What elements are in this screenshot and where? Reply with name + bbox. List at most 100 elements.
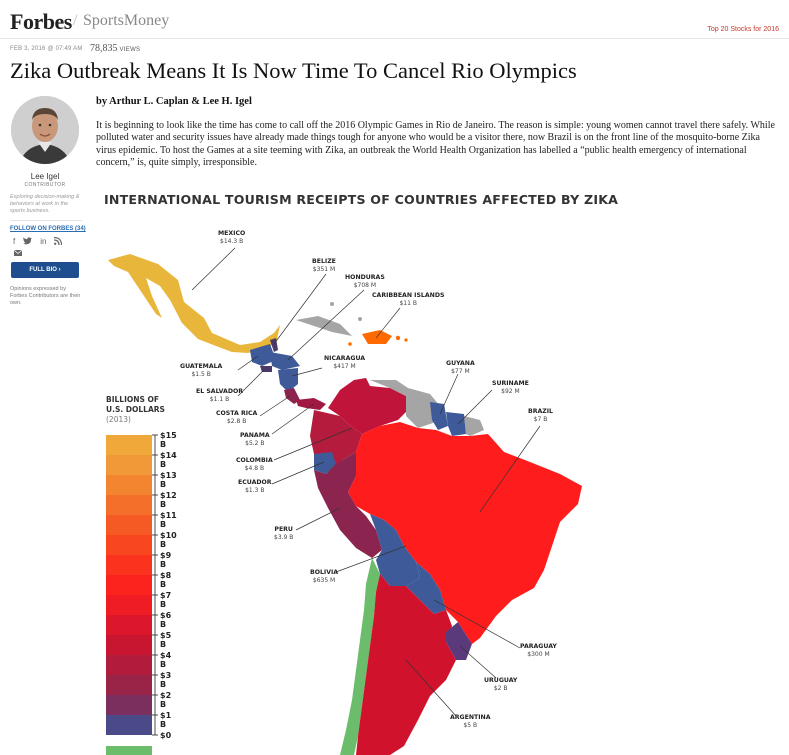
label-paraguay: PARAGUAY $300 M: [520, 643, 557, 658]
legend-seg-8: [106, 575, 152, 595]
leader-panama: [271, 403, 315, 435]
label-name: CARIBBEAN ISLANDS: [372, 292, 445, 299]
map-small-island-2: [358, 317, 362, 321]
map-ecuador: [314, 452, 336, 474]
legend-seg-6: [106, 615, 152, 635]
legend-tick: $3 B: [160, 671, 172, 689]
leader-bolivia: [335, 545, 407, 573]
leader-argentina: [405, 659, 457, 717]
twitter-icon[interactable]: [23, 237, 33, 247]
label-costa-rica: COSTA RICA $2.8 B: [216, 410, 257, 425]
label-caribbean: CARIBBEAN ISLANDS $11 B: [372, 292, 444, 307]
article-body: It is beginning to look like the time ha…: [96, 120, 775, 169]
legend-tick: $14 B: [160, 451, 177, 469]
facebook-icon[interactable]: f: [13, 237, 16, 246]
legend-seg-1: [106, 715, 152, 735]
leader-guatemala: [237, 355, 259, 371]
legend-seg-13: [106, 475, 152, 495]
label-name: GUATEMALA: [180, 363, 223, 370]
label-uruguay: URUGUAY $2 B: [484, 677, 517, 692]
map-suriname: [446, 412, 466, 436]
map-chile: [340, 558, 380, 755]
legend-seg-4: [106, 655, 152, 675]
author-name[interactable]: Lee Igel: [30, 172, 60, 181]
legend-seg-7: [106, 595, 152, 615]
label-panama: PANAMA $5.2 B: [240, 432, 270, 447]
legend-seg-2: [106, 695, 152, 715]
legend-tick: $4 B: [160, 651, 172, 669]
label-value: $2 B: [493, 684, 508, 692]
legend-tick: $6 B: [160, 611, 172, 629]
legend-seg-5: [106, 635, 152, 655]
label-name: PERU: [274, 526, 293, 533]
map-guyana-region-gray: [370, 380, 440, 428]
legend-seg-11: [106, 515, 152, 535]
label-name: PARAGUAY: [520, 643, 557, 650]
leader-el-salvador: [237, 369, 265, 397]
legend-seg-10: [106, 535, 152, 555]
label-value: $300 M: [527, 650, 550, 658]
label-value: $3.9 B: [274, 533, 294, 541]
map-argentina: [356, 574, 456, 755]
top-stocks-link[interactable]: Top 20 Stocks for 2016: [707, 26, 779, 33]
label-name: GUYANA: [446, 360, 475, 367]
label-nicaragua: NICARAGUA $417 M: [324, 355, 365, 370]
label-name: SURINAME: [492, 380, 529, 387]
label-argentina: ARGENTINA $5 B: [450, 714, 491, 729]
leader-caribbean: [375, 307, 401, 339]
map-caribbean-4: [348, 342, 352, 346]
legend-tick: $9 B: [160, 551, 172, 569]
rss-icon[interactable]: [54, 236, 63, 247]
label-value: $2.8 B: [226, 417, 247, 425]
article-byline[interactable]: by Arthur L. Caplan & Lee H. Igel: [96, 96, 252, 107]
header-separator: /: [73, 12, 78, 29]
label-value: $1.1 B: [209, 395, 230, 403]
label-suriname: SURINAME $92 M: [492, 380, 529, 395]
legend-title-line-2: U.S. DOLLARS: [106, 405, 165, 414]
label-name: BOLIVIA: [310, 569, 339, 576]
map-panama: [296, 398, 326, 410]
legend-year: (2013): [106, 415, 131, 424]
full-bio-button[interactable]: FULL BIO ›: [11, 262, 79, 278]
label-name: MEXICO: [218, 230, 246, 237]
publish-date: FEB 3, 2016 @ 07:49 AM: [10, 46, 83, 52]
mail-icon[interactable]: [13, 249, 23, 258]
legend-tick: $5 B: [160, 631, 172, 649]
label-value: $5 B: [463, 721, 478, 729]
legend-seg-9: [106, 555, 152, 575]
label-brazil: BRAZIL $7 B: [528, 408, 553, 423]
leader-honduras: [287, 289, 365, 361]
label-name: ARGENTINA: [450, 714, 491, 721]
label-value: $7 B: [533, 415, 548, 423]
infographic: INTERNATIONAL TOURISM RECEIPTS OF COUNTR…: [100, 190, 618, 755]
linkedin-icon[interactable]: in: [40, 237, 47, 246]
label-ecuador: ECUADOR $1.3 B: [238, 479, 272, 494]
label-name: PANAMA: [240, 432, 270, 439]
label-value: $92 M: [501, 387, 520, 395]
view-count: 78,835 VIEWS: [90, 43, 140, 54]
view-count-label: VIEWS: [119, 47, 141, 53]
map-guatemala: [250, 344, 276, 366]
author-avatar[interactable]: [11, 96, 79, 164]
label-mexico: MEXICO $14.3 B: [218, 230, 245, 245]
legend-tick: $0: [160, 731, 172, 740]
leader-guyana: [439, 373, 459, 415]
legend-tick: $13 B: [160, 471, 177, 489]
label-value: $635 M: [312, 576, 336, 584]
section-link[interactable]: SportsMoney: [83, 12, 170, 29]
leader-suriname: [457, 389, 493, 425]
forbes-logo[interactable]: Forbes: [10, 9, 72, 34]
view-count-number: 78,835: [90, 43, 118, 54]
label-name: ECUADOR: [238, 479, 272, 486]
map-el-salvador: [260, 366, 272, 372]
label-name: COSTA RICA: [216, 410, 258, 417]
label-value: $4.8 B: [244, 464, 265, 472]
label-honduras: HONDURAS $708 M: [345, 274, 385, 289]
map-caribbean-3: [404, 338, 408, 342]
legend-tick: $7 B: [160, 591, 172, 609]
legend-tick: $15 B: [160, 431, 177, 449]
legend-scale: [106, 434, 158, 755]
map-small-island: [330, 302, 334, 306]
leader-nicaragua: [291, 367, 323, 377]
follow-link[interactable]: FOLLOW ON FORBES (34): [10, 226, 86, 232]
